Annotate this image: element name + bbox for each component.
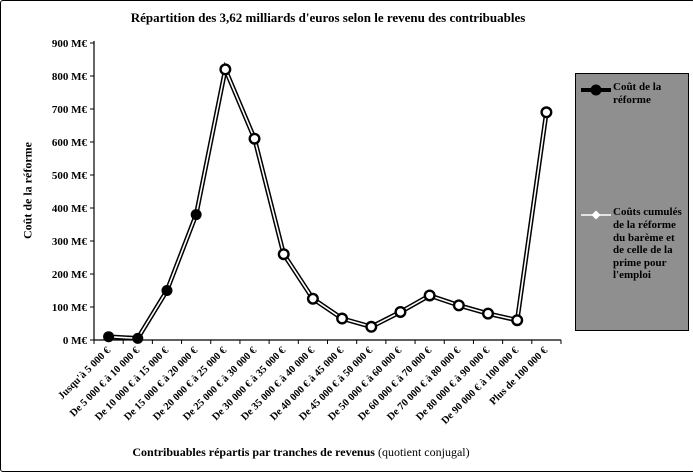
y-tick-label: 500 M€ [52, 170, 88, 182]
marker-open-circle [423, 289, 436, 302]
open-diamond-line-icon [581, 210, 611, 220]
y-tick-label: 100 M€ [52, 302, 88, 314]
marker-open-circle [394, 305, 407, 318]
legend-entry-couts-cumules: Coûts cumulés de la réforme du barème et… [581, 206, 683, 282]
chart-title: Répartition des 3,62 milliards d'euros s… [130, 10, 526, 25]
series-line-cout-reforme [108, 61, 549, 341]
x-axis-title-main: Contribuables répartis par tranches de r… [132, 445, 375, 459]
marker-open-circle [219, 63, 232, 76]
marker-filled-circle [132, 332, 144, 344]
series-line-couts-cumules [108, 66, 548, 340]
x-axis-title: Contribuables répartis par tranches de r… [1, 445, 601, 460]
y-tick-label: 900 M€ [52, 38, 88, 50]
x-axis-title-paren: (quotient conjugal) [374, 445, 470, 459]
marker-filled-circle [103, 331, 115, 343]
marker-open-circle [336, 312, 349, 325]
marker-open-circle [540, 106, 553, 119]
marker-open-circle [452, 299, 465, 312]
legend-label-cout-reforme: Coût de la réforme [613, 81, 662, 106]
y-tick-label: 600 M€ [52, 137, 88, 149]
marker-filled-circle [161, 285, 173, 296]
marker-open-circle [482, 307, 495, 320]
marker-filled-circle [190, 209, 202, 221]
filled-circle-line-icon [581, 84, 611, 96]
y-tick-label: 800 M€ [52, 71, 88, 83]
legend: Coût de la réforme Coûts cumulés de la r… [575, 73, 689, 331]
marker-open-circle [306, 292, 319, 305]
y-tick-label: 300 M€ [52, 236, 88, 248]
marker-open-circle [277, 248, 290, 261]
marker-open-circle [248, 132, 261, 145]
legend-label-couts-cumules: Coûts cumulés de la réforme du barème et… [613, 206, 682, 282]
y-tick-label: 0 M€ [63, 335, 88, 347]
y-tick-label: 400 M€ [52, 203, 88, 215]
legend-entry-cout-reforme: Coût de la réforme [581, 81, 683, 106]
y-tick-label: 200 M€ [52, 269, 88, 281]
y-tick-label: 700 M€ [52, 104, 88, 116]
marker-open-circle [365, 320, 378, 333]
marker-open-circle [511, 314, 524, 327]
